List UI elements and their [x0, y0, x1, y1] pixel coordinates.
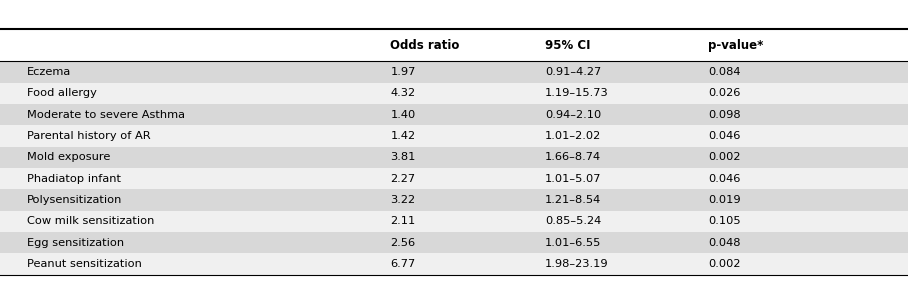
- Text: Polysensitization: Polysensitization: [27, 195, 123, 205]
- Text: 0.046: 0.046: [708, 131, 741, 141]
- Text: 0.85–5.24: 0.85–5.24: [545, 216, 601, 226]
- Text: 1.21–8.54: 1.21–8.54: [545, 195, 601, 205]
- Text: Egg sensitization: Egg sensitization: [27, 238, 124, 248]
- Text: 3.81: 3.81: [390, 152, 416, 162]
- Bar: [0, 125, 908, 147]
- Text: 95% CI: 95% CI: [545, 39, 590, 51]
- Bar: [0, 104, 908, 125]
- Text: Mold exposure: Mold exposure: [27, 152, 111, 162]
- Text: 1.42: 1.42: [390, 131, 416, 141]
- Text: 0.94–2.10: 0.94–2.10: [545, 110, 601, 120]
- Text: 1.98–23.19: 1.98–23.19: [545, 259, 608, 269]
- Text: 2.56: 2.56: [390, 238, 416, 248]
- Bar: [0, 232, 908, 253]
- Bar: [0, 253, 908, 275]
- Text: Cow milk sensitization: Cow milk sensitization: [27, 216, 154, 226]
- Text: 1.19–15.73: 1.19–15.73: [545, 88, 608, 98]
- Bar: [0, 210, 908, 232]
- Text: Parental history of AR: Parental history of AR: [27, 131, 151, 141]
- Bar: [0, 83, 908, 104]
- Text: 1.01–5.07: 1.01–5.07: [545, 174, 601, 184]
- Text: 1.01–2.02: 1.01–2.02: [545, 131, 601, 141]
- Text: p-value*: p-value*: [708, 39, 764, 51]
- Text: 6.77: 6.77: [390, 259, 416, 269]
- Bar: [0, 147, 908, 168]
- Text: 2.11: 2.11: [390, 216, 416, 226]
- Bar: [0, 61, 908, 83]
- Text: Moderate to severe Asthma: Moderate to severe Asthma: [27, 110, 185, 120]
- Text: 0.91–4.27: 0.91–4.27: [545, 67, 601, 77]
- Text: 0.002: 0.002: [708, 152, 741, 162]
- Text: 0.084: 0.084: [708, 67, 741, 77]
- Text: 1.97: 1.97: [390, 67, 416, 77]
- Text: 0.098: 0.098: [708, 110, 741, 120]
- Text: 0.048: 0.048: [708, 238, 741, 248]
- Text: 0.105: 0.105: [708, 216, 741, 226]
- Text: 1.40: 1.40: [390, 110, 416, 120]
- Text: 3.22: 3.22: [390, 195, 416, 205]
- Text: 0.019: 0.019: [708, 195, 741, 205]
- Text: Peanut sensitization: Peanut sensitization: [27, 259, 143, 269]
- Text: 2.27: 2.27: [390, 174, 416, 184]
- Text: 1.66–8.74: 1.66–8.74: [545, 152, 601, 162]
- Text: Food allergy: Food allergy: [27, 88, 97, 98]
- Text: 0.046: 0.046: [708, 174, 741, 184]
- Bar: [0, 168, 908, 189]
- Text: 0.026: 0.026: [708, 88, 741, 98]
- Text: Odds ratio: Odds ratio: [390, 39, 459, 51]
- Bar: [0, 189, 908, 210]
- Text: 1.01–6.55: 1.01–6.55: [545, 238, 601, 248]
- Text: 4.32: 4.32: [390, 88, 416, 98]
- Text: Eczema: Eczema: [27, 67, 72, 77]
- Text: Phadiatop infant: Phadiatop infant: [27, 174, 122, 184]
- Text: 0.002: 0.002: [708, 259, 741, 269]
